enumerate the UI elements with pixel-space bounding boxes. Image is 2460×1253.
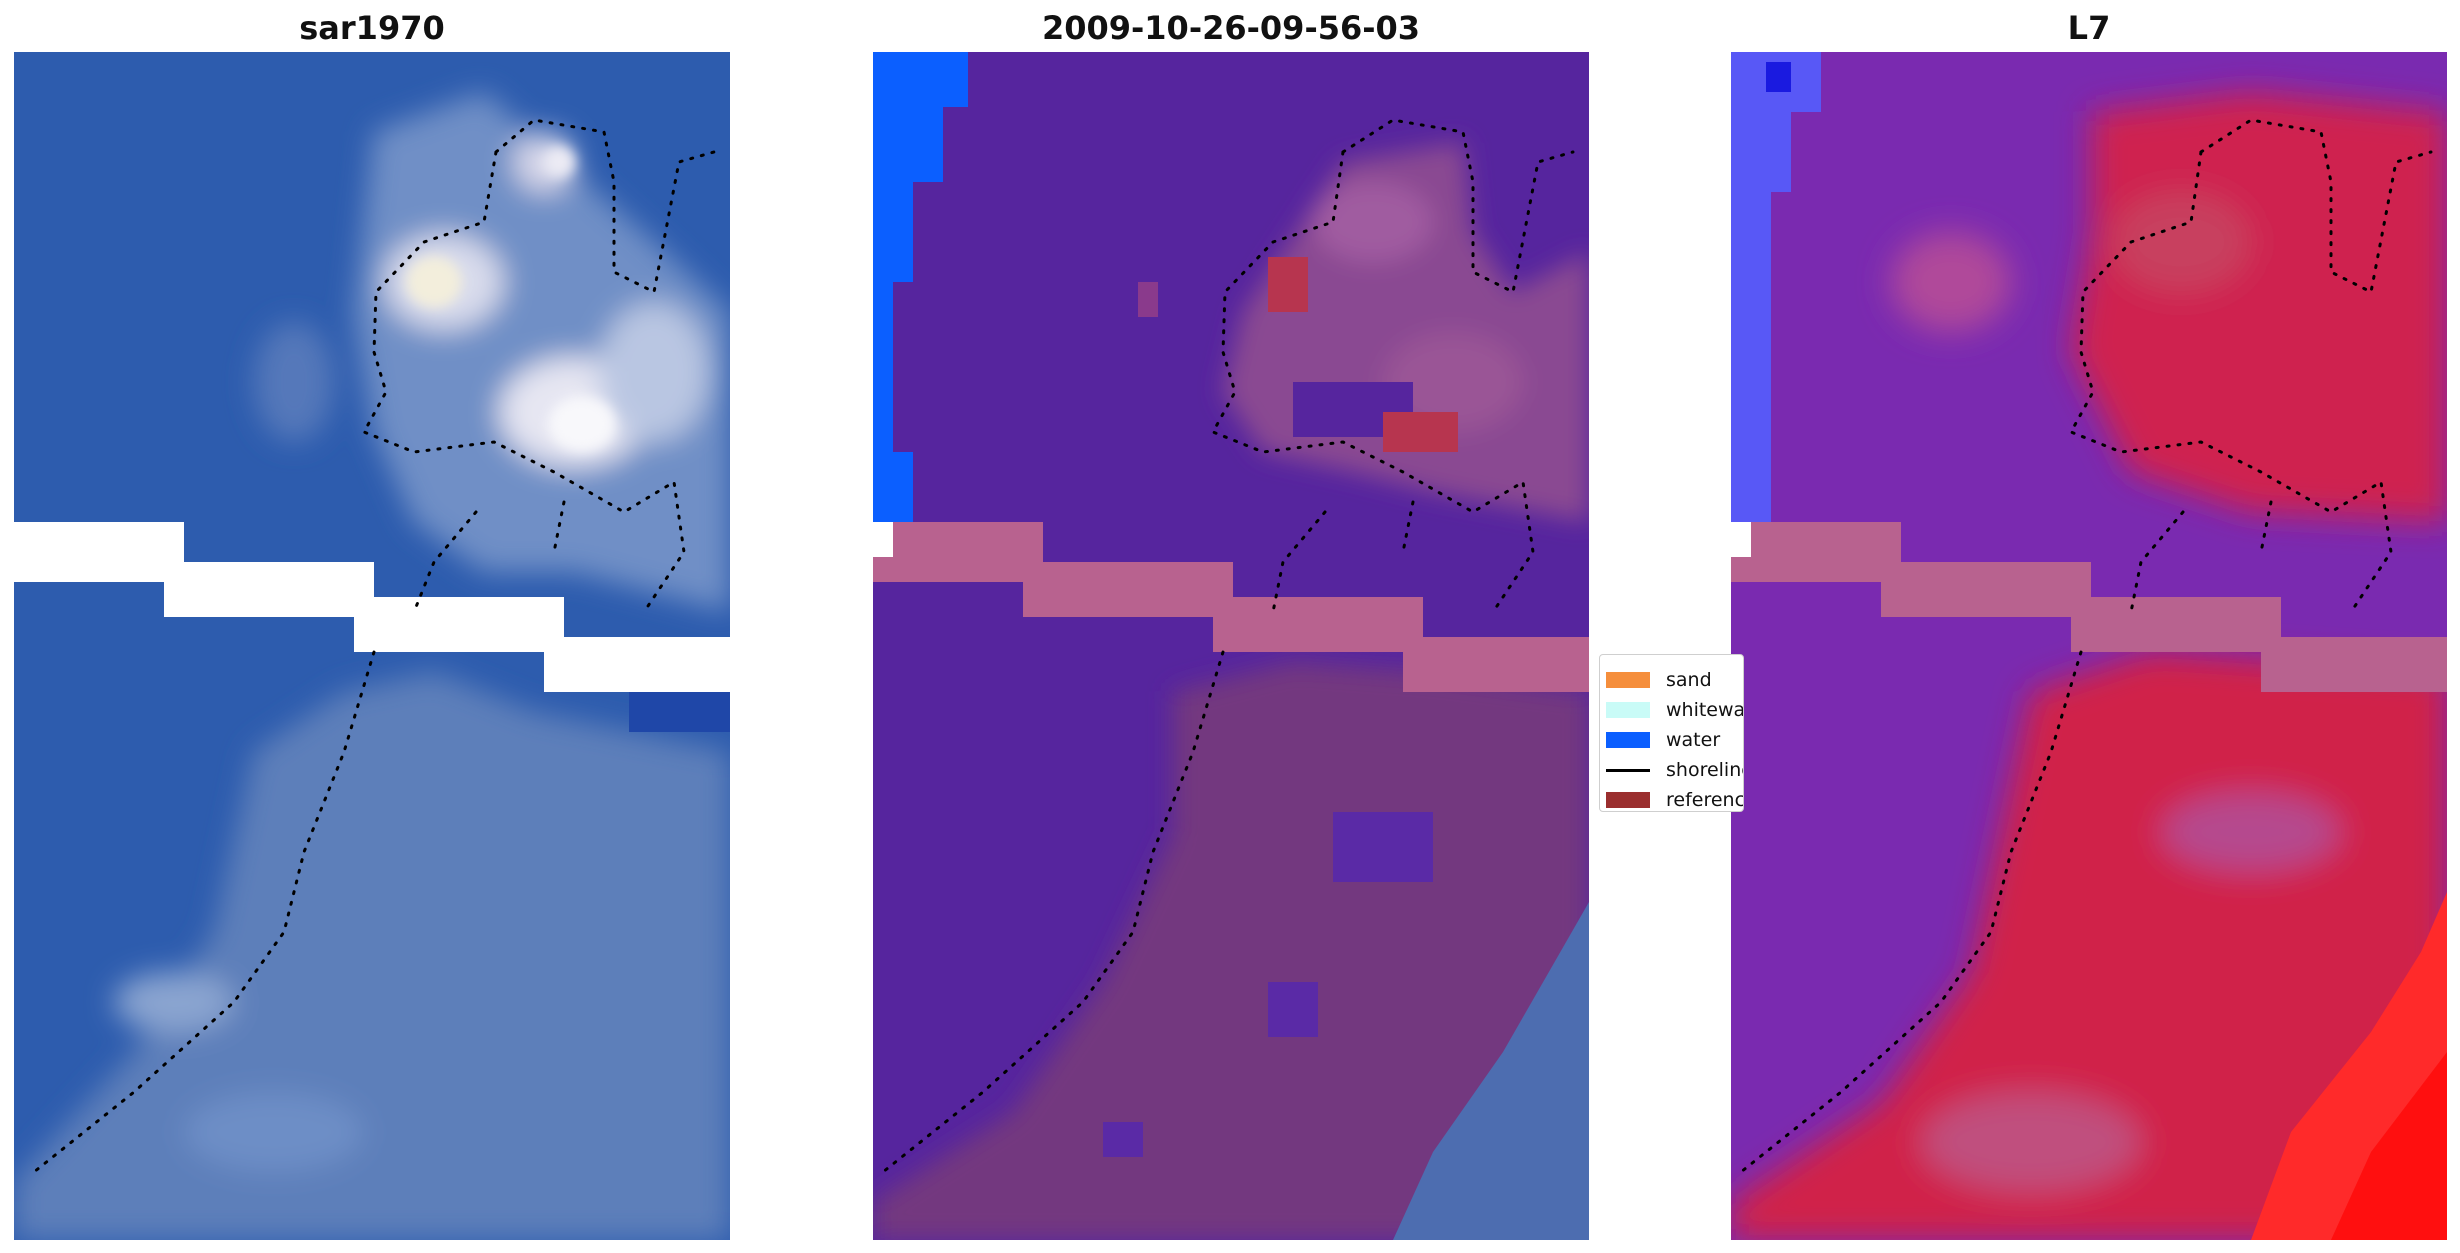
legend: sand whitewater water shoreline referenc… (1599, 654, 1744, 812)
index-image (1731, 52, 2447, 1240)
rgb-image (14, 52, 730, 1240)
legend-label-shoreline: shoreline (1666, 759, 1743, 781)
legend-item-reference: reference (1606, 785, 1744, 811)
legend-label-water: water (1666, 729, 1721, 751)
legend-line-shoreline (1606, 768, 1650, 772)
panel-title-index: L7 (2067, 9, 2111, 47)
legend-label-whitewater: whitewater (1666, 699, 1744, 721)
legend-swatch-sand (1606, 672, 1650, 688)
legend-item-shoreline: shoreline (1606, 755, 1743, 785)
index-panel (1731, 52, 2447, 1240)
legend-swatch-water (1606, 732, 1650, 748)
legend-item-water: water (1606, 725, 1720, 755)
legend-label-reference: reference (1666, 789, 1744, 811)
legend-swatch-reference (1606, 792, 1650, 808)
legend-label-sand: sand (1666, 669, 1712, 691)
legend-swatch-whitewater (1606, 702, 1650, 718)
legend-item-sand: sand (1606, 665, 1712, 695)
legend-item-whitewater: whitewater (1606, 695, 1744, 725)
panel-title-rgb: sar1970 (299, 9, 445, 47)
rgb-image-panel (14, 52, 730, 1240)
classification-panel (873, 52, 1589, 1240)
panel-title-classification: 2009-10-26-09-56-03 (1041, 9, 1421, 47)
classification-image (873, 52, 1589, 1240)
